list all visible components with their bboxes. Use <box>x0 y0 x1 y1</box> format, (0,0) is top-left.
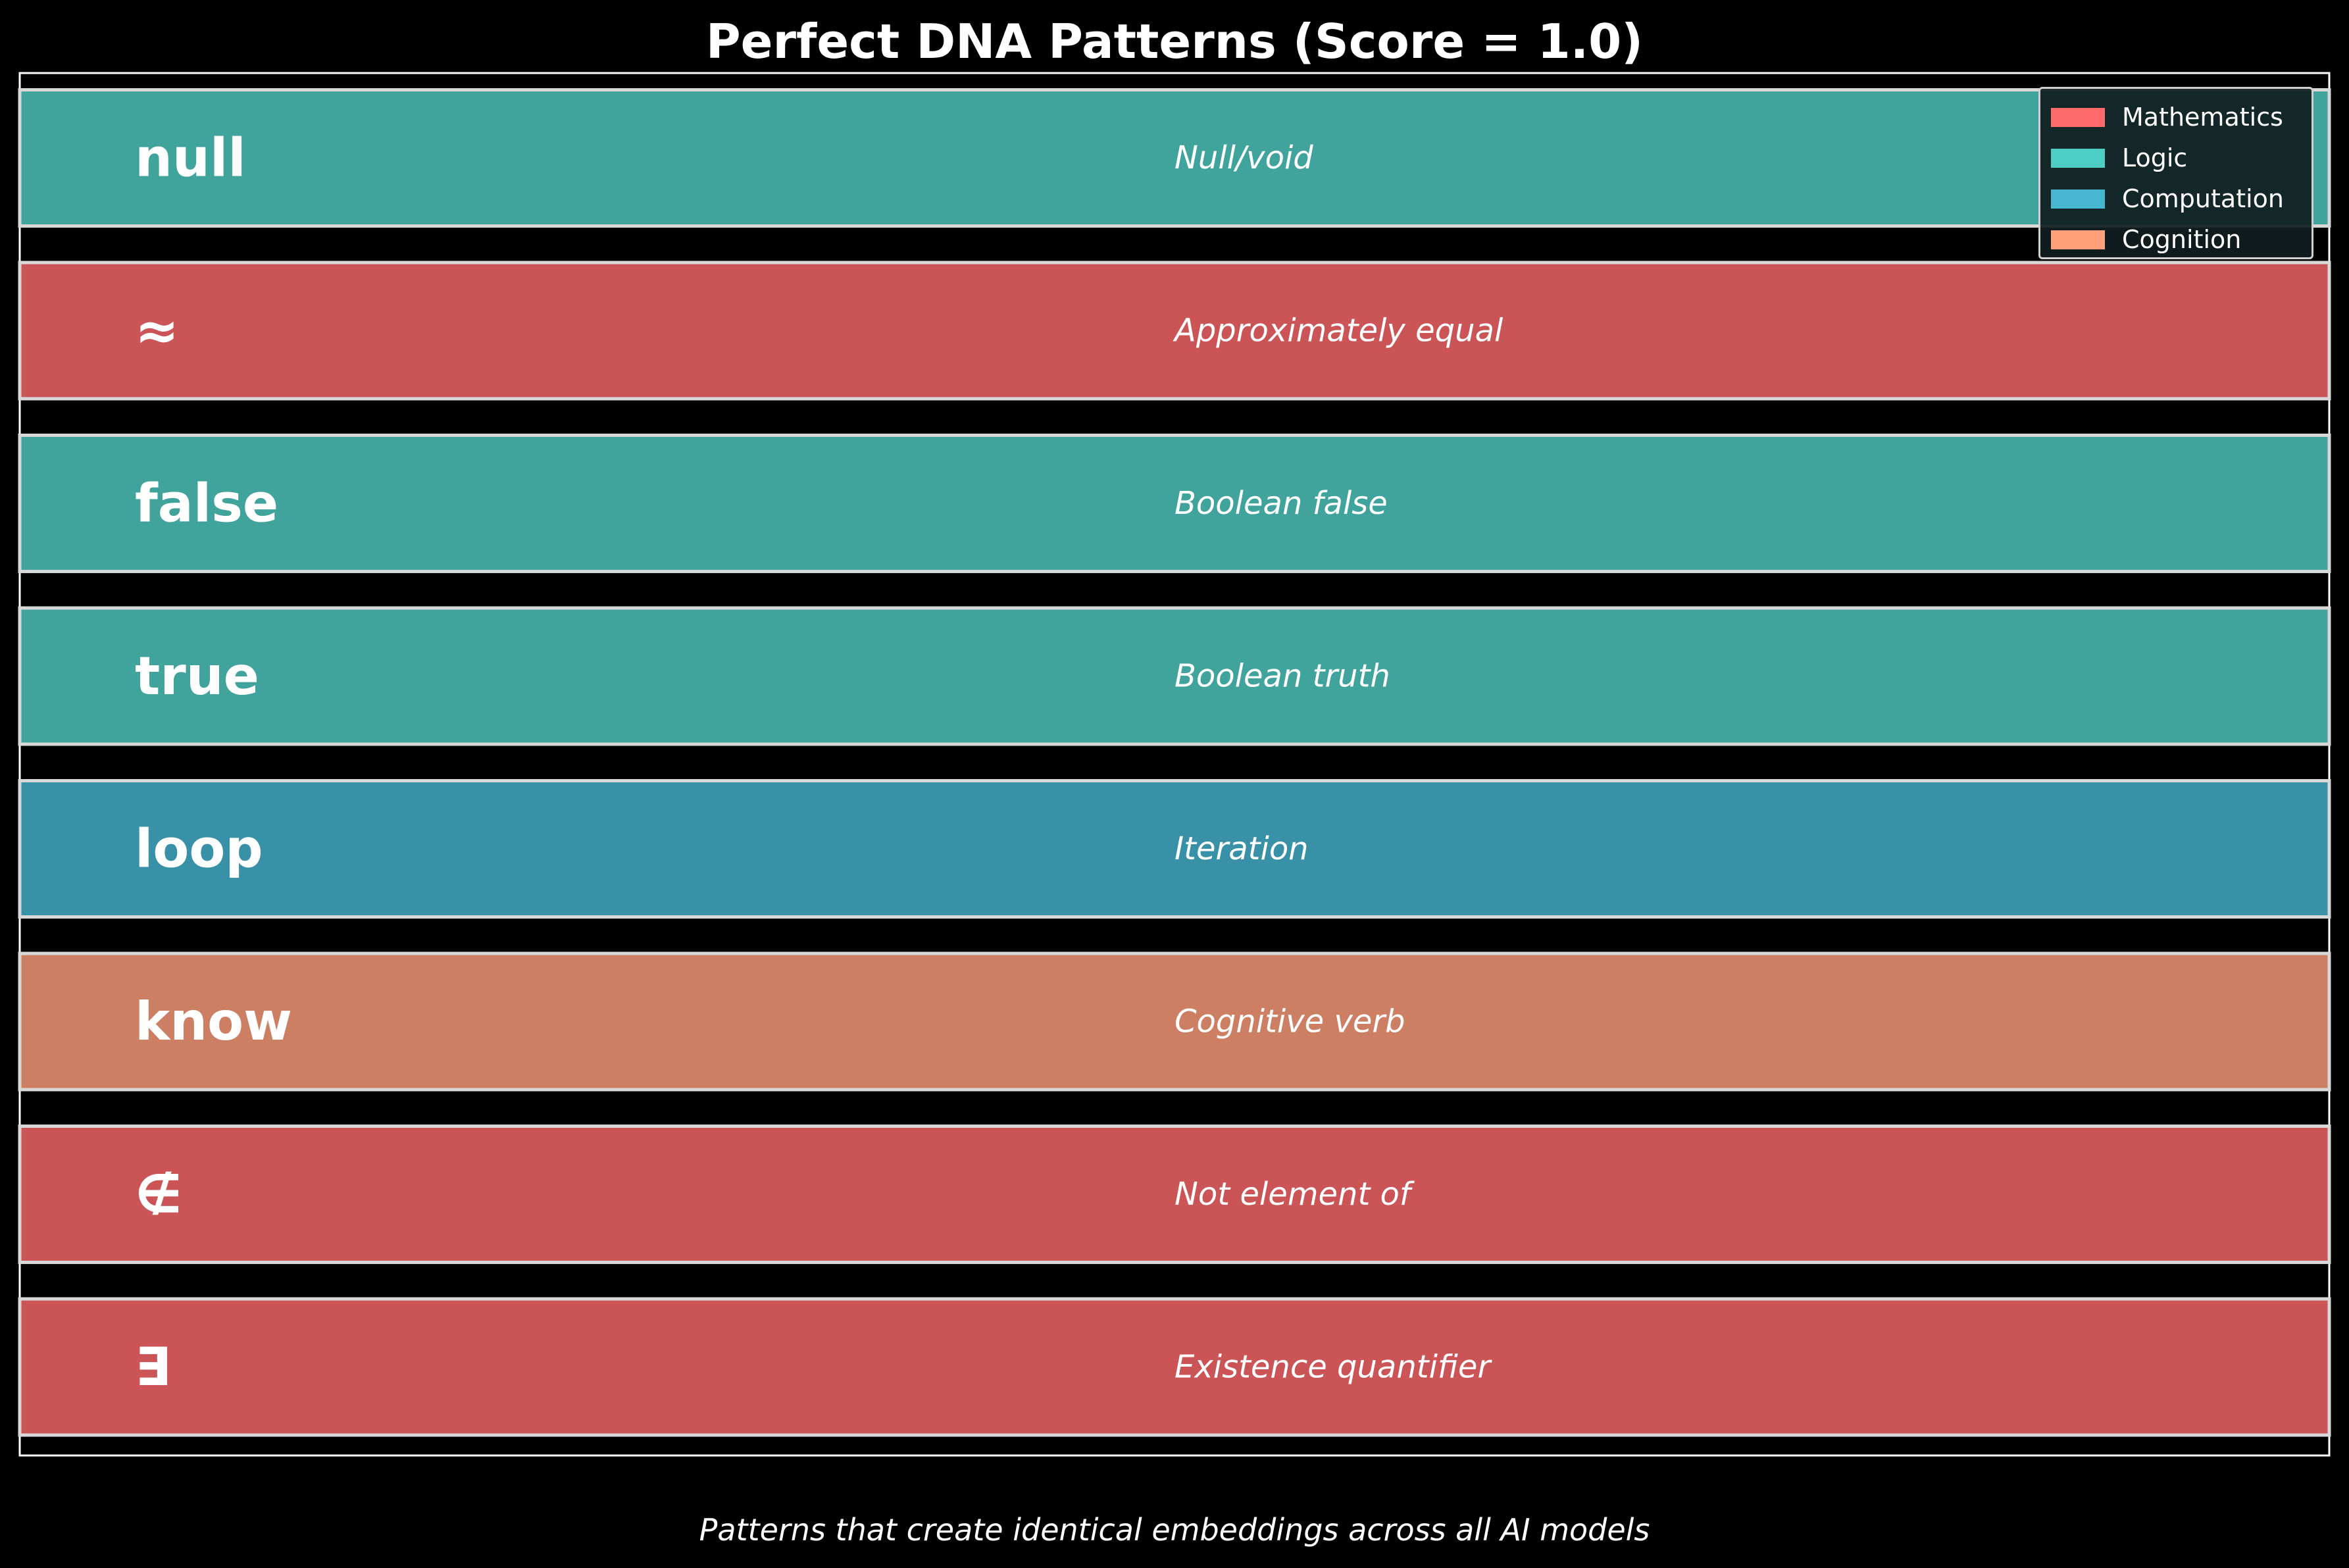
bar-5 <box>18 779 2331 919</box>
bar-2 <box>18 261 2331 401</box>
legend-label-computation: Computation <box>2122 184 2284 213</box>
legend-item-logic: Logic <box>2051 138 2311 178</box>
legend-item-mathematics: Mathematics <box>2051 97 2311 138</box>
bar-pattern-label: ∃ <box>135 1336 171 1398</box>
bar-pattern-label: true <box>135 645 259 707</box>
legend-swatch-logic <box>2051 148 2105 168</box>
bar-description-label: Approximately equal <box>1173 313 1503 349</box>
axes-frame <box>18 72 2331 1457</box>
bar-description-label: Existence quantifier <box>1174 1349 1492 1386</box>
bar-pattern-label: loop <box>135 819 263 880</box>
chart-title: Perfect DNA Patterns (Score = 1.0) <box>705 14 1644 69</box>
bar-pattern-label: know <box>135 991 292 1052</box>
legend-item-computation: Computation <box>2051 178 2311 219</box>
bar-3 <box>18 434 2331 573</box>
bar-description-label: Iteration <box>1174 830 1309 867</box>
bar-4 <box>18 606 2331 746</box>
legend-swatch-computation <box>2051 189 2105 209</box>
bar-description-label: Cognitive verb <box>1174 1003 1405 1040</box>
bar-7 <box>18 1125 2331 1264</box>
bar-pattern-label: false <box>135 473 278 534</box>
legend-swatch-cognition <box>2051 230 2105 249</box>
bar-description-label: Null/void <box>1174 139 1313 176</box>
bar-1 <box>18 88 2331 228</box>
legend-item-cognition: Cognition <box>2051 219 2311 260</box>
bar-description-label: Boolean truth <box>1174 658 1390 695</box>
bar-description-label: Boolean false <box>1174 485 1388 522</box>
bar-description-label: Not element of <box>1174 1176 1415 1213</box>
legend-label-logic: Logic <box>2122 143 2188 172</box>
bar-8 <box>18 1297 2331 1437</box>
bar-pattern-label: ∉ <box>135 1164 182 1225</box>
bar-pattern-label: null <box>135 128 246 189</box>
legend-label-mathematics: Mathematics <box>2122 103 2283 132</box>
bar-6 <box>18 951 2331 1092</box>
legend: Mathematics Logic Computation Cognition <box>2038 87 2313 259</box>
chart-caption: Patterns that create identical embedding… <box>699 1512 1650 1548</box>
legend-swatch-mathematics <box>2051 107 2105 127</box>
legend-label-cognition: Cognition <box>2122 225 2242 254</box>
bar-pattern-label: ≈ <box>135 300 179 361</box>
